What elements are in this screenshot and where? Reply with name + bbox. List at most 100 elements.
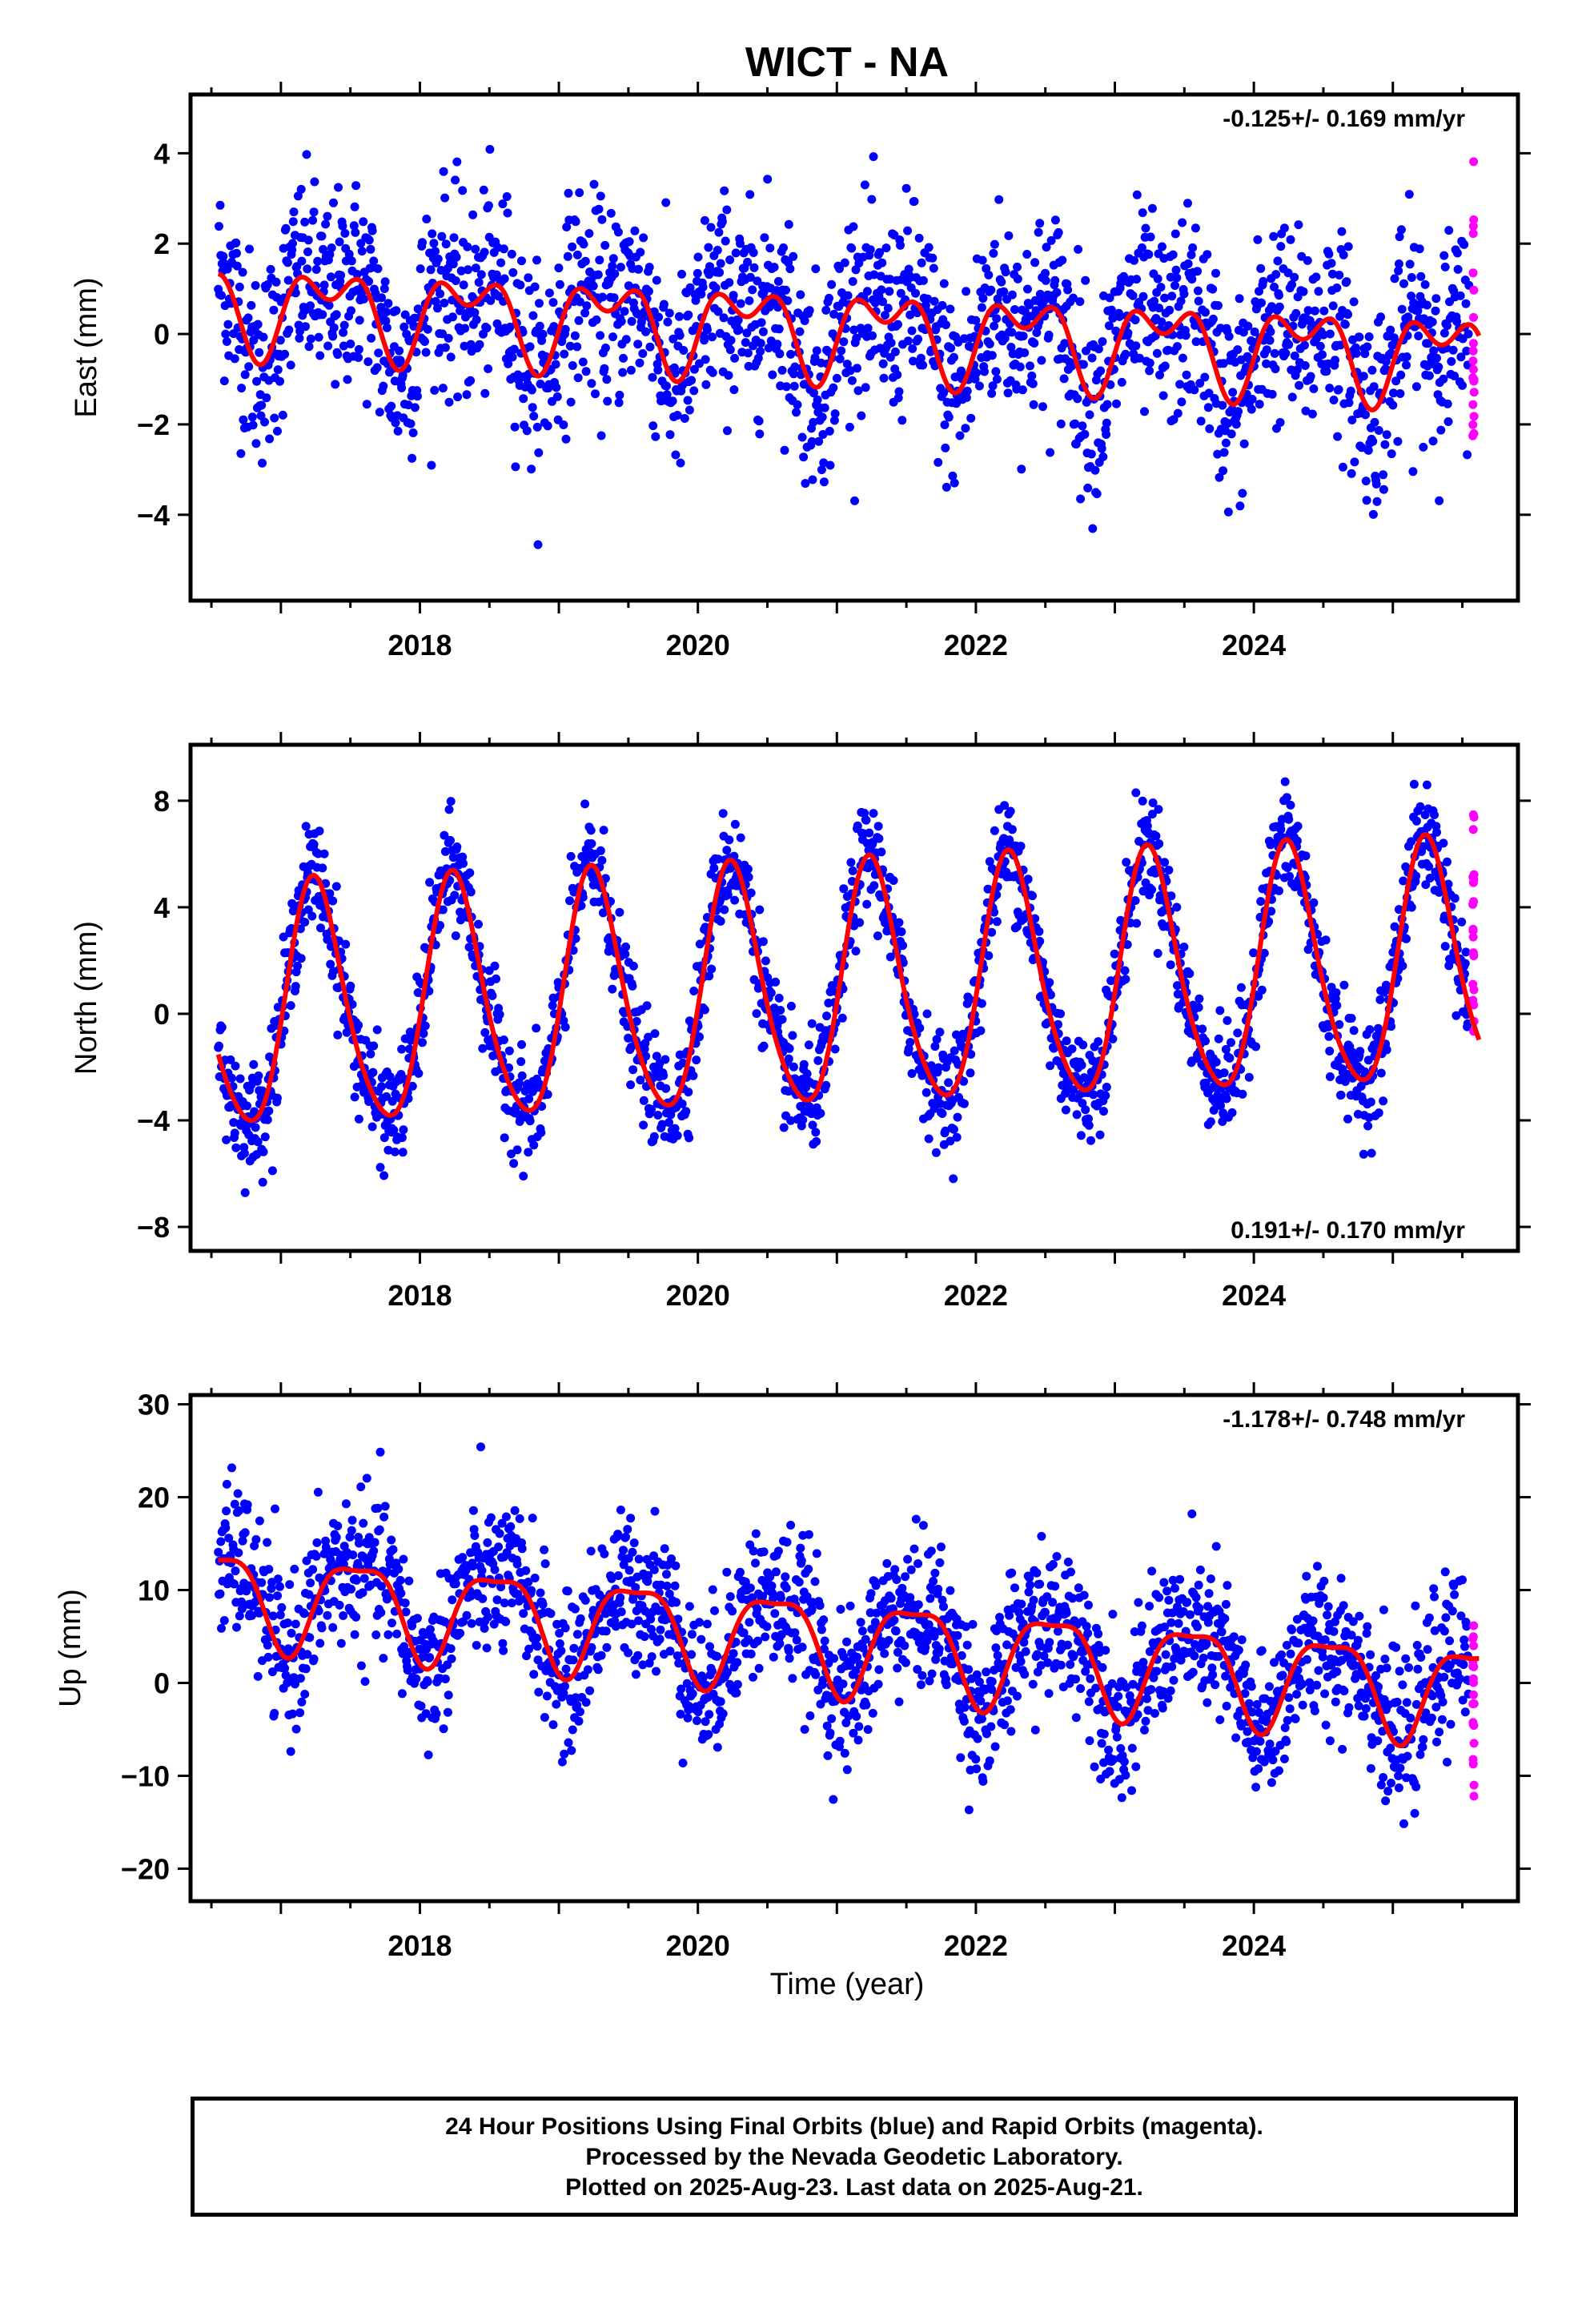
final-orbit-point: [387, 401, 396, 411]
final-orbit-point: [1157, 317, 1166, 327]
final-orbit-point: [397, 1044, 407, 1054]
final-orbit-point: [506, 1522, 516, 1531]
final-orbit-point: [270, 1708, 279, 1718]
final-orbit-point: [725, 863, 735, 873]
final-orbit-point: [1439, 251, 1449, 260]
final-orbit-point: [1200, 372, 1210, 382]
final-orbit-point: [552, 1699, 561, 1709]
final-orbit-point: [1122, 940, 1132, 949]
final-orbit-point: [367, 226, 377, 235]
final-orbit-point: [708, 332, 717, 342]
final-orbit-point: [1121, 349, 1130, 359]
final-orbit-point: [661, 1084, 671, 1093]
final-orbit-point: [631, 1582, 640, 1592]
final-orbit-point: [480, 1027, 490, 1037]
final-orbit-point: [918, 275, 928, 285]
final-orbit-point: [847, 243, 857, 253]
final-orbit-point: [1280, 777, 1290, 786]
final-orbit-point: [1208, 314, 1218, 324]
final-orbit-point: [959, 1099, 969, 1108]
final-orbit-point: [474, 919, 483, 929]
final-orbit-point: [359, 1518, 368, 1528]
final-orbit-point: [293, 191, 303, 201]
final-orbit-point: [281, 223, 291, 233]
final-orbit-point: [965, 995, 974, 1004]
final-orbit-point: [425, 1653, 435, 1663]
final-orbit-point: [708, 368, 717, 377]
final-orbit-point: [499, 1646, 508, 1655]
final-orbit-point: [1013, 274, 1022, 283]
final-orbit-point: [1443, 417, 1453, 426]
final-orbit-point: [1452, 1011, 1461, 1020]
final-orbit-point: [1421, 880, 1431, 890]
final-orbit-point: [1388, 400, 1398, 410]
final-orbit-point: [227, 1073, 236, 1083]
final-orbit-point: [560, 1023, 570, 1032]
final-orbit-point: [371, 1630, 381, 1639]
final-orbit-point: [1017, 464, 1026, 474]
final-orbit-point: [1095, 1130, 1105, 1140]
final-orbit-point: [438, 329, 448, 339]
final-orbit-point: [351, 227, 360, 237]
final-orbit-point: [1169, 415, 1178, 424]
final-orbit-point: [1460, 239, 1469, 249]
final-orbit-point: [909, 356, 917, 366]
final-orbit-point: [829, 309, 839, 319]
final-orbit-point: [763, 175, 773, 184]
final-orbit-point: [219, 1616, 229, 1625]
final-orbit-point: [725, 255, 735, 264]
final-orbit-point: [323, 341, 333, 351]
final-orbit-point: [809, 388, 818, 398]
final-orbit-point: [556, 1646, 566, 1655]
final-orbit-point: [1219, 448, 1229, 457]
final-orbit-point: [839, 337, 849, 347]
final-orbit-point: [1247, 395, 1257, 404]
final-orbit-point: [436, 921, 445, 931]
final-orbit-point: [415, 1644, 424, 1654]
final-orbit-point: [729, 291, 738, 300]
final-orbit-point: [677, 1099, 687, 1108]
final-orbit-point: [370, 1538, 379, 1547]
final-orbit-point: [576, 901, 586, 911]
final-orbit-point: [412, 1674, 421, 1683]
final-orbit-point: [1171, 265, 1181, 275]
final-orbit-point: [663, 317, 673, 327]
final-orbit-point: [512, 1145, 522, 1155]
final-orbit-point: [1328, 269, 1337, 279]
final-orbit-point: [1045, 978, 1054, 987]
final-orbit-point: [873, 822, 883, 831]
final-orbit-point: [300, 217, 310, 227]
final-orbit-point: [486, 1513, 496, 1522]
final-orbit-point: [881, 311, 889, 320]
final-orbit-point: [368, 1068, 378, 1077]
final-orbit-point: [286, 360, 295, 370]
final-orbit-point: [548, 1001, 557, 1011]
final-orbit-point: [599, 826, 608, 835]
final-orbit-point: [367, 333, 376, 343]
final-orbit-point: [540, 1545, 549, 1554]
final-orbit-point: [484, 1612, 493, 1622]
final-orbit-point: [1102, 400, 1112, 409]
velocity-rate-label: 0.191+/- 0.170 mm/yr: [1231, 1217, 1465, 1244]
final-orbit-point: [559, 420, 568, 429]
final-orbit-point: [306, 334, 315, 344]
final-orbit-point: [1270, 282, 1279, 292]
final-orbit-point: [301, 322, 310, 332]
final-orbit-point: [522, 1651, 531, 1661]
final-orbit-point: [1309, 898, 1319, 907]
final-orbit-point: [1457, 917, 1467, 927]
final-orbit-point: [492, 270, 501, 279]
final-orbit-point: [632, 1016, 641, 1026]
final-orbit-point: [723, 426, 732, 436]
final-orbit-point: [341, 939, 351, 949]
final-orbit-point: [1191, 337, 1201, 347]
final-orbit-point: [817, 412, 827, 422]
final-orbit-point: [291, 1724, 301, 1734]
final-orbit-point: [1368, 509, 1378, 519]
final-orbit-point: [1179, 289, 1189, 299]
final-orbit-point: [1035, 289, 1045, 299]
final-orbit-point: [659, 1071, 669, 1080]
final-orbit-point: [821, 305, 831, 315]
final-orbit-point: [488, 1051, 498, 1060]
final-orbit-point: [500, 1598, 509, 1608]
